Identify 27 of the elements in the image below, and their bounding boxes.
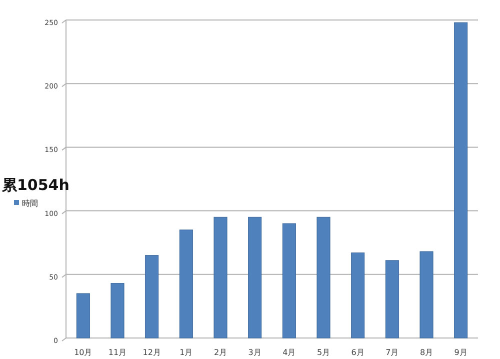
x-tick-label: 7月 <box>386 348 399 357</box>
x-tick-label: 6月 <box>351 348 364 357</box>
bar <box>214 216 228 338</box>
legend-label: 時間 <box>22 199 38 208</box>
x-tick-label: 8月 <box>420 348 434 357</box>
bar <box>316 216 330 338</box>
x-tick-label: 3月 <box>248 348 262 357</box>
x-tick-label: 11月 <box>108 348 127 357</box>
bar <box>145 255 159 338</box>
x-tick-label: 1月 <box>180 348 193 357</box>
bar <box>179 230 193 338</box>
x-tick-label: 9月 <box>454 348 468 357</box>
text: 累1054h <box>1 176 70 194</box>
x-tick-label: 5月 <box>316 348 330 357</box>
bar <box>351 252 365 338</box>
bar <box>248 216 262 338</box>
bar <box>282 223 296 338</box>
bar <box>76 293 90 338</box>
bar <box>454 22 468 338</box>
bar <box>385 260 399 338</box>
x-tick-label: 4月 <box>282 348 296 357</box>
bar <box>110 283 124 338</box>
x-tick-label: 2月 <box>214 348 228 357</box>
x-tick-label: 12月 <box>142 348 161 357</box>
legend: 時間 <box>14 199 38 208</box>
bar <box>420 251 434 338</box>
x-tick-label: 10月 <box>74 348 92 357</box>
